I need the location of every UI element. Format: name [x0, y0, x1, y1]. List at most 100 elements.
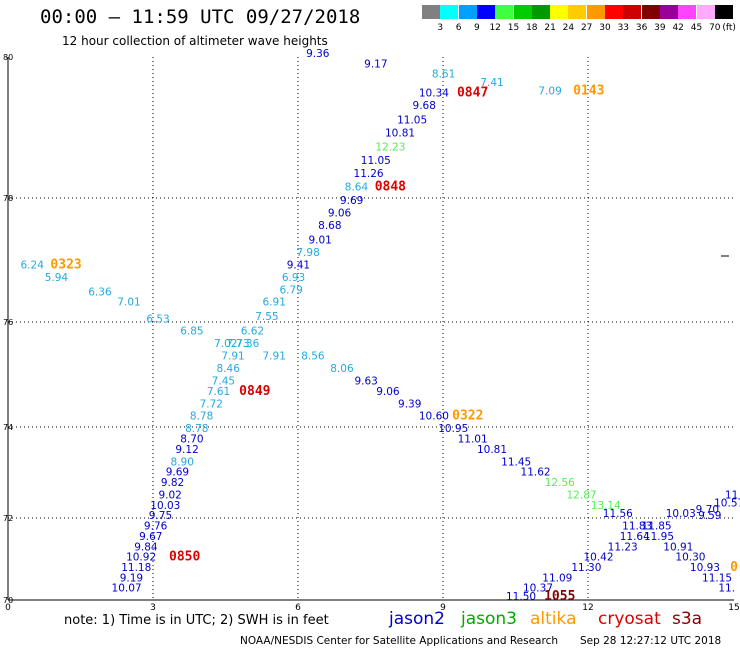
wave-height-label: 8.06	[330, 363, 354, 375]
wave-height-label: 7.98	[296, 247, 319, 259]
wave-height-label: 10.93	[690, 562, 720, 574]
wave-height-label: 12.87	[567, 489, 597, 501]
colorbar-swatch	[495, 5, 514, 19]
wave-height-label: 11.05	[397, 114, 427, 126]
wave-height-label: 13.14	[591, 500, 621, 512]
colorbar-swatch	[513, 5, 532, 19]
colorbar-swatch	[531, 5, 550, 19]
colorbar-label: 39	[654, 23, 666, 33]
y-tick-label: 74	[3, 423, 13, 432]
chart-subtitle: 12 hour collection of altimeter wave hei…	[62, 34, 328, 48]
wave-height-label: 6.24	[21, 259, 45, 271]
colorbar-label: 6	[455, 23, 462, 33]
colorbar-swatch	[458, 5, 477, 19]
wave-height-label: 7.55	[255, 311, 278, 323]
wave-height-label: 11.	[718, 583, 735, 595]
colorbar-label: 24	[562, 23, 575, 33]
wave-height-label: 11.15	[702, 572, 732, 584]
wave-height-label: 7.02	[214, 338, 237, 350]
colorbar-swatch	[641, 5, 660, 19]
wave-height-label: 11.85	[642, 521, 672, 533]
y-tick-label: 72	[3, 514, 13, 523]
colorbar-swatch	[586, 5, 605, 19]
pass-time-label: 0850	[169, 550, 200, 565]
wave-height-label: 10.34	[419, 87, 449, 99]
wave-height-label: 9.69	[340, 195, 363, 207]
wave-height-label: 8.64	[345, 181, 369, 193]
wave-height-label: 11.23	[608, 541, 638, 553]
wave-height-label: 11.64	[620, 531, 650, 543]
wave-height-label: 9.12	[175, 444, 198, 456]
wave-height-label: 8.90	[171, 456, 194, 468]
wave-height-label: 9.06	[328, 208, 352, 220]
legend-jason2: jason2	[389, 609, 445, 629]
legend-cryosat: cryosat	[598, 609, 661, 629]
wave-height-label: 11.30	[571, 562, 601, 574]
wave-height-label: 9.19	[120, 572, 143, 584]
colorbar-swatch	[678, 5, 697, 19]
wave-height-label: 11.56	[603, 508, 633, 520]
wave-height-label: 6.62	[241, 326, 264, 338]
chart-title: 00:00 – 11:59 UTC 09/27/2018	[40, 6, 361, 28]
colorbar-label: 9	[474, 23, 480, 33]
footer-note: note: 1) Time is in UTC; 2) SWH is in fe…	[64, 613, 329, 628]
colorbar-swatch	[659, 5, 678, 19]
colorbar-label: 42	[672, 23, 684, 33]
colorbar-swatch	[623, 5, 642, 19]
wave-height-label: 9.17	[364, 58, 387, 70]
x-tick-label: 3	[150, 603, 156, 613]
y-tick-label: 76	[3, 318, 13, 327]
colorbar-swatch	[605, 5, 623, 19]
wave-height-label: 10.07	[112, 583, 142, 595]
wave-height-label: 7.61	[207, 386, 230, 398]
wave-height-label: 5.94	[45, 272, 69, 284]
colorbar-label: 36	[635, 23, 648, 33]
colorbar-label: 3	[437, 23, 444, 33]
wave-height-label: 9.76	[144, 521, 168, 533]
wave-height-label: 9.69	[166, 467, 189, 479]
wave-height-label: 6.53	[146, 313, 169, 325]
wave-height-label: 11.95	[644, 531, 674, 543]
x-tick-label: 15	[728, 603, 739, 613]
wave-height-label: 11.01	[458, 433, 488, 445]
pass-time-label: 0847	[457, 85, 488, 100]
colorbar-swatch	[696, 5, 715, 19]
wave-height-label: 9.63	[354, 375, 377, 387]
wave-height-label: 11.62	[521, 467, 551, 479]
wave-height-label: 10.91	[663, 541, 693, 553]
wave-height-label: 10.81	[385, 128, 415, 140]
wave-height-label: 7.01	[117, 297, 140, 309]
y-tick-label: 70	[3, 596, 13, 605]
wave-height-label: 7.36	[236, 338, 260, 350]
colorbar-label: 21	[544, 23, 556, 33]
wave-height-label: 9.82	[161, 477, 184, 489]
wave-height-label: 8.61	[432, 69, 455, 81]
legend-altika: altika	[530, 609, 577, 629]
colorbar-swatch	[568, 5, 587, 19]
colorbar-label: 12	[489, 23, 501, 33]
colorbar-swatch	[550, 5, 569, 19]
wave-height-label: 9.67	[139, 531, 162, 543]
wave-height-label: 6.36	[88, 286, 112, 298]
wave-height-label: 6.85	[180, 326, 203, 338]
x-tick-label: 12	[582, 603, 593, 613]
wave-height-label: 9.02	[158, 489, 181, 501]
wave-height-label: 12.56	[545, 477, 575, 489]
wave-height-label: 11.18	[121, 562, 151, 574]
pass-time-label: 0848	[375, 179, 406, 194]
y-tick-label: 80	[3, 53, 13, 62]
wave-height-label: 10.60	[419, 411, 449, 423]
wave-height-label: 10.30	[675, 552, 705, 564]
wave-height-label: 10.92	[126, 552, 156, 564]
wave-height-label: 8.46	[217, 363, 241, 375]
wave-height-label: 8.70	[180, 433, 203, 445]
wave-height-label: 9.01	[308, 235, 331, 247]
pass-time-label: 0143	[573, 83, 604, 98]
wave-height-label: 8.78	[190, 411, 213, 423]
credit-line: NOAA/NESDIS Center for Satellite Applica…	[240, 635, 558, 647]
wave-height-label: 9.70	[696, 504, 719, 516]
generated-timestamp: Sep 28 12:27:12 UTC 2018	[580, 635, 722, 647]
pass-time-label: 0	[730, 560, 738, 575]
wave-height-label: 10.03	[150, 500, 180, 512]
colorbar-swatch	[476, 5, 495, 19]
